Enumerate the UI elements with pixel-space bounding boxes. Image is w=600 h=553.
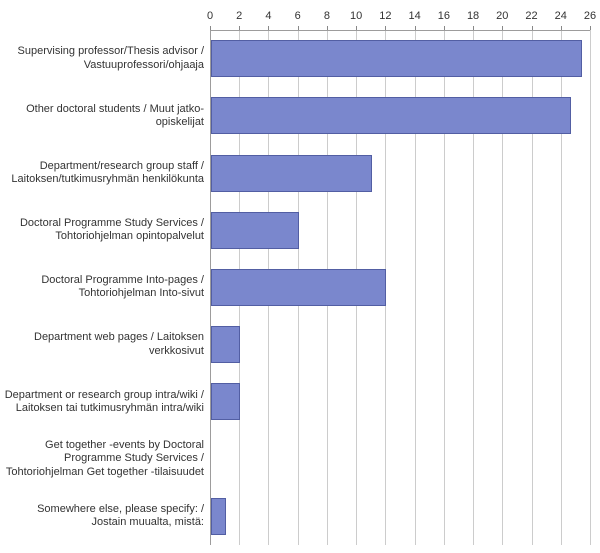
x-tick-label: 26 — [584, 10, 596, 22]
category-label: Doctoral Programme Into-pages / Tohtorio… — [0, 259, 210, 316]
x-tick — [590, 26, 591, 30]
category-label: Get together -events by Doctoral Program… — [0, 430, 210, 487]
category-label: Department or research group intra/wiki … — [0, 373, 210, 430]
bar — [211, 326, 240, 363]
bar — [211, 155, 372, 192]
plot-area: 02468101214161820222426Supervising profe… — [0, 0, 600, 553]
x-tick-label: 22 — [525, 10, 537, 22]
x-tick-label: 12 — [379, 10, 391, 22]
x-axis-line — [210, 30, 590, 31]
bar — [211, 40, 582, 77]
x-tick-label: 2 — [236, 10, 242, 22]
x-tick-label: 20 — [496, 10, 508, 22]
bar-chart: 02468101214161820222426Supervising profe… — [0, 0, 600, 553]
x-tick-label: 4 — [265, 10, 271, 22]
category-label: Other doctoral students / Muut jatko-opi… — [0, 87, 210, 144]
bar — [211, 97, 571, 134]
x-tick-label: 0 — [207, 10, 213, 22]
grid-line — [590, 30, 591, 545]
bar — [211, 383, 240, 420]
category-label: Department web pages / Laitoksen verkkos… — [0, 316, 210, 373]
x-tick-label: 16 — [438, 10, 450, 22]
category-label: Department/research group staff / Laitok… — [0, 144, 210, 201]
x-tick-label: 14 — [408, 10, 420, 22]
x-tick-label: 10 — [350, 10, 362, 22]
x-tick-label: 6 — [295, 10, 301, 22]
x-tick-label: 8 — [324, 10, 330, 22]
x-tick-label: 24 — [555, 10, 567, 22]
category-label: Supervising professor/Thesis advisor / V… — [0, 30, 210, 87]
bar — [211, 269, 386, 306]
category-label: Doctoral Programme Study Services / Toht… — [0, 202, 210, 259]
x-tick-label: 18 — [467, 10, 479, 22]
category-label: Somewhere else, please specify: / Jostai… — [0, 488, 210, 545]
bar — [211, 212, 299, 249]
bar — [211, 498, 226, 535]
